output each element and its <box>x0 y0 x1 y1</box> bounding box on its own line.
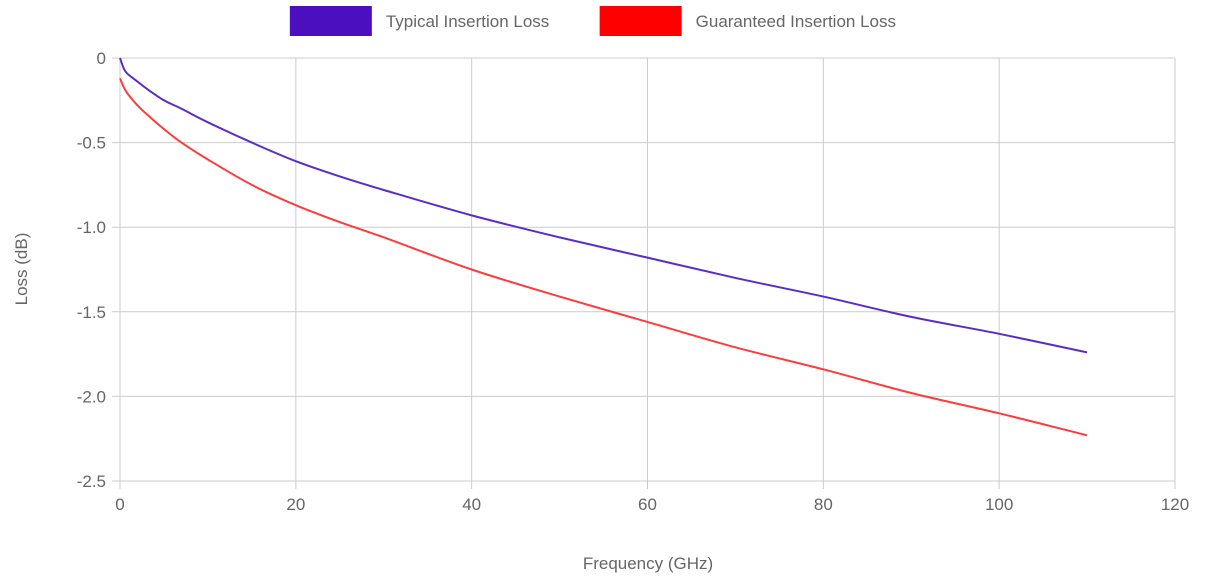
x-tick-label: 20 <box>286 495 305 514</box>
x-axis-ticks: 0 20 40 60 80 100 120 <box>115 495 1189 514</box>
y-axis-title: Loss (dB) <box>12 233 31 306</box>
x-tick-label: 80 <box>814 495 833 514</box>
series-layer <box>119 57 1088 437</box>
series-line-typical <box>119 57 1088 354</box>
x-tick-label: 120 <box>1161 495 1189 514</box>
series-line-guaranteed <box>119 77 1088 437</box>
y-tick-label: -1.5 <box>77 303 106 322</box>
legend-swatch-typical <box>289 6 372 36</box>
y-tick-label: 0 <box>97 49 106 68</box>
legend-label-guaranteed: Guaranteed Insertion Loss <box>696 12 896 31</box>
x-tick-label: 60 <box>638 495 657 514</box>
grid <box>112 57 1176 489</box>
y-tick-label: -2.0 <box>77 387 106 406</box>
y-tick-label: -0.5 <box>77 134 106 153</box>
x-tick-label: 40 <box>462 495 481 514</box>
y-tick-label: -2.5 <box>77 472 106 491</box>
x-tick-label: 0 <box>115 495 124 514</box>
y-tick-label: -1.0 <box>77 218 106 237</box>
x-axis-title: Frequency (GHz) <box>583 554 713 573</box>
legend-label-typical: Typical Insertion Loss <box>386 12 549 31</box>
legend-swatch-guaranteed <box>599 6 682 36</box>
x-tick-label: 100 <box>985 495 1013 514</box>
legend: Typical Insertion Loss Guaranteed Inserti… <box>289 6 896 36</box>
y-axis-ticks: 0 -0.5 -1.0 -1.5 -2.0 -2.5 <box>77 49 106 491</box>
